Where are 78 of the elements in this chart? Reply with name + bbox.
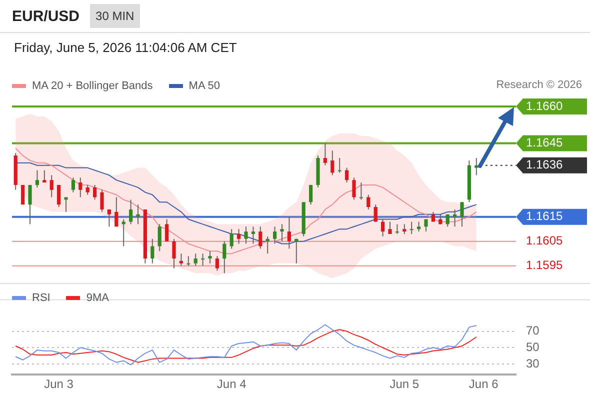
legend-label: MA 50 <box>188 80 220 92</box>
candlestick <box>402 224 406 234</box>
candlestick <box>71 177 75 193</box>
candlestick <box>215 256 219 272</box>
candlestick <box>172 238 176 269</box>
legend-label: MA 20 + Bollinger Bands <box>32 80 153 92</box>
ref-line-label: 1.1605 <box>526 234 564 248</box>
y-tick-label: 30 <box>526 356 540 370</box>
candlestick <box>100 189 104 212</box>
candlestick <box>50 174 54 198</box>
candlestick <box>107 208 111 228</box>
candlestick <box>366 194 370 210</box>
candlestick <box>179 253 183 266</box>
ref-line-label: 1.1595 <box>526 258 564 272</box>
candlestick <box>266 236 270 254</box>
ref-line-label: 1.1615 <box>526 209 564 224</box>
y-tick-label: 50 <box>526 340 540 354</box>
candlestick <box>78 177 82 198</box>
candlestick <box>251 226 255 244</box>
candlestick <box>230 228 234 250</box>
candlestick <box>42 170 46 184</box>
candlestick <box>460 202 464 228</box>
candlestick <box>345 167 349 184</box>
y-tick-label: 70 <box>526 324 540 338</box>
candlestick <box>136 204 140 225</box>
candlestick <box>330 150 334 176</box>
candlestick <box>122 218 126 247</box>
candlestick <box>208 250 212 264</box>
candlestick <box>359 182 363 200</box>
candlestick <box>417 221 421 232</box>
candlestick <box>374 204 378 222</box>
text: Friday, June 5, 2026 11:04:06 AM CET <box>14 40 237 55</box>
candlestick <box>273 226 277 244</box>
candlestick <box>309 184 313 206</box>
candlestick <box>352 177 356 200</box>
candlestick <box>57 184 61 208</box>
candlestick <box>258 226 262 250</box>
candlestick <box>395 224 399 234</box>
candlestick <box>323 142 327 166</box>
ref-line-label: 1.1660 <box>526 98 564 113</box>
candlestick <box>294 238 298 264</box>
x-tick-label: Jun 6 <box>468 377 499 392</box>
candlestick <box>287 216 291 250</box>
candlestick <box>158 224 162 252</box>
candlestick <box>453 208 457 228</box>
candlestick <box>86 184 90 196</box>
candlestick <box>129 199 133 225</box>
text: Research © 2026 <box>496 79 582 91</box>
candlestick <box>338 158 342 174</box>
x-tick-label: Jun 5 <box>390 377 420 392</box>
candlestick <box>280 224 284 242</box>
text: 30 MIN <box>90 4 140 28</box>
candlestick <box>244 226 248 244</box>
x-tick-label: Jun 3 <box>44 377 74 392</box>
candlestick <box>194 253 198 266</box>
ref-line-label: 1.1636 <box>526 158 564 172</box>
candlestick <box>474 158 478 176</box>
candlestick <box>201 253 205 266</box>
candlestick <box>64 196 68 212</box>
candlestick <box>186 256 190 266</box>
candlestick <box>424 218 428 232</box>
ref-line-label: 1.1645 <box>526 136 564 150</box>
candlestick <box>446 214 450 228</box>
legend-label: 9MA <box>86 292 109 304</box>
candlestick <box>381 218 385 237</box>
legend-label: RSI <box>32 292 50 304</box>
candlestick <box>93 184 97 200</box>
candlestick <box>35 170 39 188</box>
candlestick <box>28 184 32 225</box>
candlestick <box>150 238 154 264</box>
candlestick <box>237 228 241 244</box>
candlestick <box>165 218 169 242</box>
candlestick <box>410 221 414 234</box>
chart-title: EUR/USD <box>12 8 80 24</box>
candlestick <box>388 221 392 234</box>
x-tick-label: Jun 4 <box>216 377 247 392</box>
candlestick <box>222 240 226 274</box>
candlestick <box>114 196 118 228</box>
